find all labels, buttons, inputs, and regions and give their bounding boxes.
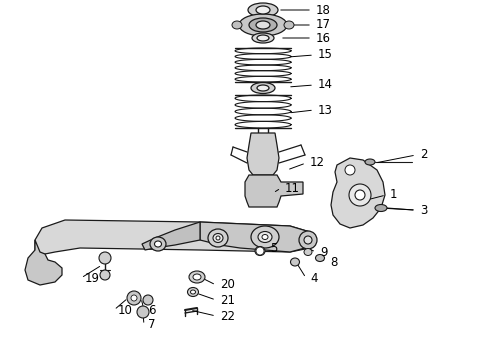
Ellipse shape	[355, 190, 365, 200]
Polygon shape	[35, 220, 315, 255]
Text: 22: 22	[220, 310, 235, 323]
Ellipse shape	[316, 255, 324, 261]
Ellipse shape	[232, 21, 242, 29]
Circle shape	[131, 295, 137, 301]
Ellipse shape	[256, 6, 270, 14]
Polygon shape	[142, 222, 200, 250]
Ellipse shape	[189, 271, 205, 283]
Text: 21: 21	[220, 293, 235, 306]
Ellipse shape	[284, 21, 294, 29]
Text: 14: 14	[318, 78, 333, 91]
Ellipse shape	[216, 236, 220, 240]
Ellipse shape	[365, 159, 375, 165]
Ellipse shape	[256, 21, 270, 29]
Ellipse shape	[258, 231, 272, 243]
Polygon shape	[200, 222, 315, 252]
Text: 16: 16	[316, 31, 331, 45]
Circle shape	[256, 247, 264, 255]
Text: 17: 17	[316, 18, 331, 31]
Ellipse shape	[249, 18, 277, 32]
Text: 4: 4	[310, 271, 318, 284]
Ellipse shape	[208, 229, 228, 247]
Text: 11: 11	[285, 181, 300, 194]
Polygon shape	[25, 240, 62, 285]
Text: 7: 7	[148, 319, 155, 332]
Ellipse shape	[375, 204, 387, 211]
Ellipse shape	[188, 288, 198, 297]
Ellipse shape	[251, 82, 275, 94]
Polygon shape	[247, 133, 279, 175]
Ellipse shape	[299, 231, 317, 249]
Polygon shape	[245, 175, 303, 207]
Text: 3: 3	[420, 203, 427, 216]
Ellipse shape	[191, 290, 196, 294]
Ellipse shape	[150, 237, 166, 251]
Ellipse shape	[262, 234, 268, 239]
Ellipse shape	[291, 258, 299, 266]
Text: 10: 10	[118, 303, 133, 316]
Ellipse shape	[304, 236, 312, 244]
Text: 6: 6	[148, 303, 155, 316]
Ellipse shape	[239, 14, 287, 36]
Circle shape	[127, 291, 141, 305]
Ellipse shape	[251, 226, 279, 248]
Ellipse shape	[349, 184, 371, 206]
Text: 12: 12	[310, 157, 325, 170]
Text: 2: 2	[420, 148, 427, 162]
Ellipse shape	[213, 234, 223, 243]
Ellipse shape	[193, 274, 201, 280]
Circle shape	[137, 306, 149, 318]
Ellipse shape	[257, 85, 269, 91]
Text: 18: 18	[316, 4, 331, 17]
Ellipse shape	[154, 241, 162, 247]
Text: 15: 15	[318, 49, 333, 62]
Text: 8: 8	[330, 256, 338, 269]
Circle shape	[345, 165, 355, 175]
Text: 20: 20	[220, 279, 235, 292]
Ellipse shape	[255, 247, 265, 256]
Circle shape	[143, 295, 153, 305]
Text: 5: 5	[270, 242, 277, 255]
Ellipse shape	[304, 248, 312, 256]
Circle shape	[99, 252, 111, 264]
Ellipse shape	[248, 3, 278, 17]
Text: 13: 13	[318, 104, 333, 117]
Ellipse shape	[252, 33, 274, 43]
Polygon shape	[331, 158, 385, 228]
Text: 19: 19	[85, 271, 100, 284]
Circle shape	[100, 270, 110, 280]
Text: 9: 9	[320, 246, 327, 258]
Text: 1: 1	[390, 189, 397, 202]
Ellipse shape	[257, 35, 269, 41]
